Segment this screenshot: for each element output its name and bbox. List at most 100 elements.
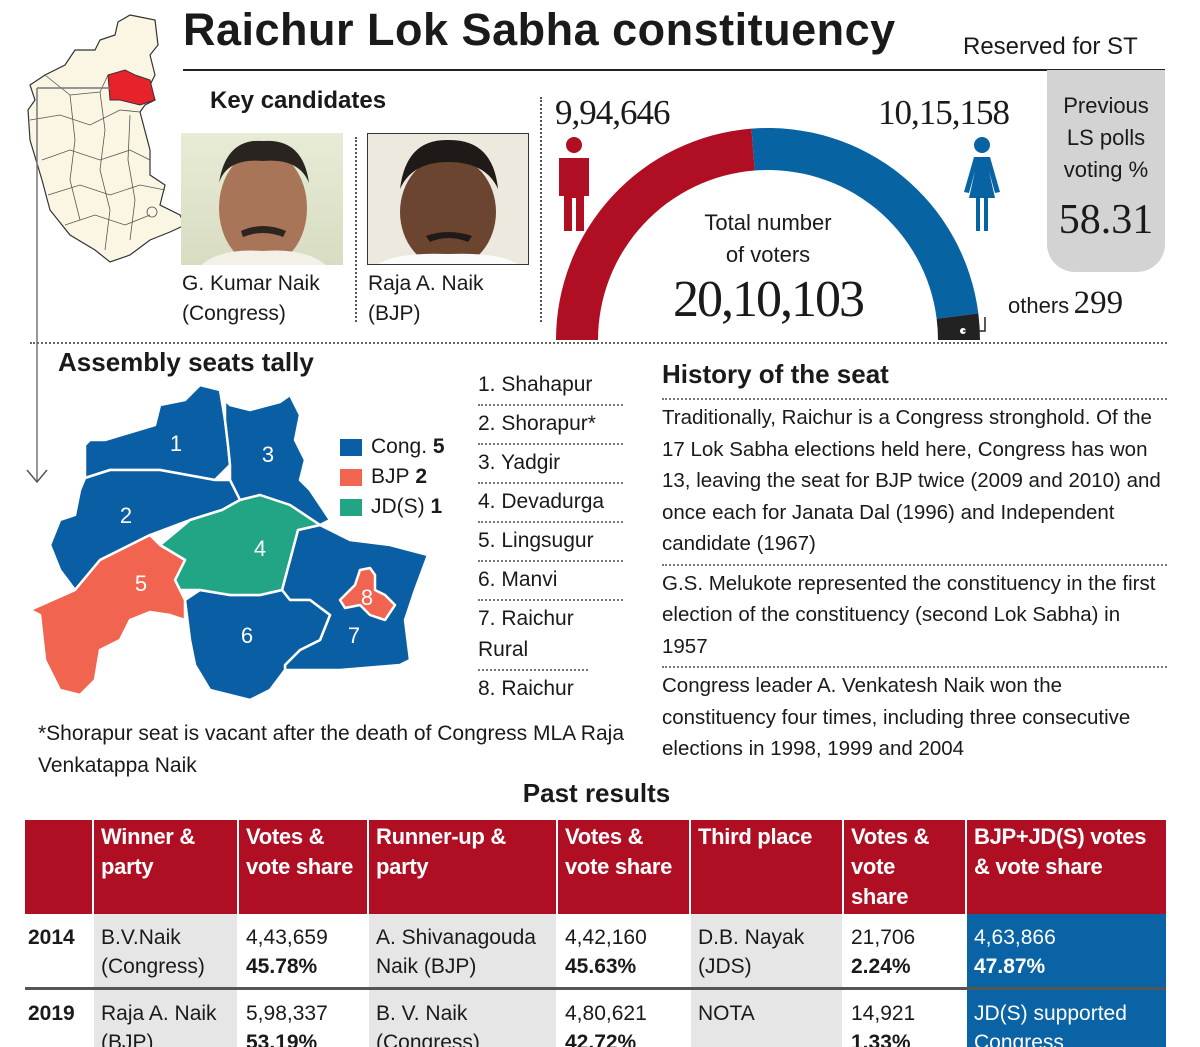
votes: 14,921	[851, 1002, 916, 1025]
seat-list-item: 2. Shorapur*	[478, 406, 623, 445]
footnote: *Shorapur seat is vacant after the death…	[38, 722, 625, 777]
history-heading: History of the seat	[662, 359, 889, 389]
column-header: Third place	[689, 820, 843, 914]
third-cell: D.B. Nayak (JDS)	[689, 914, 843, 990]
votes: 21,706	[851, 926, 916, 949]
runner-cell: B. V. Naik (Congress)	[367, 988, 557, 1047]
legend-swatch	[340, 438, 362, 456]
column-header: Winner & party	[92, 820, 238, 914]
legend-item-bjp: BJP 2	[340, 462, 445, 492]
history-text: Traditionally, Raichur is a Congress str…	[662, 398, 1167, 769]
winner-votes-cell: 5,98,337 53.19%	[237, 988, 368, 1047]
seat-list-item: 6. Manvi	[478, 562, 623, 601]
winner-cell: Raja A. Naik (BJP)	[92, 988, 238, 1047]
others-count: 299	[1073, 285, 1124, 321]
seat-list-item: 1. Shahapur	[478, 367, 623, 406]
assembly-legend: Cong. 5 BJP 2 JD(S) 1	[340, 432, 445, 522]
runner-cell: A. Shivanagouda Naik (BJP)	[367, 914, 557, 990]
runner-votes-cell: 4,42,160 45.63%	[556, 914, 690, 990]
title-divider	[183, 69, 1165, 71]
third-votes-cell: 21,706 2.24%	[842, 914, 966, 990]
total-voters-label-line2: of voters	[725, 242, 811, 267]
others-label: others	[1008, 293, 1070, 318]
vote-share: 45.78%	[246, 955, 318, 978]
legend-party: JD(S)	[371, 495, 425, 518]
vote-share: 1.33%	[851, 1031, 911, 1047]
table-row: 2014 B.V.Naik (Congress) 4,43,659 45.78% …	[25, 914, 1166, 990]
seat-list: 1. Shahapur 2. Shorapur* 3. Yadgir 4. De…	[478, 367, 623, 708]
seat-list-item: 3. Yadgir	[478, 445, 623, 484]
votes: 4,80,621	[565, 1002, 647, 1025]
runner-votes-cell: 4,80,621 42.72%	[556, 988, 690, 1047]
total-voters-label: Total number of voters	[668, 207, 868, 271]
history-paragraph: Traditionally, Raichur is a Congress str…	[662, 398, 1167, 564]
separator	[540, 97, 542, 322]
gauge-segment-others	[936, 313, 980, 340]
seat-region-5	[28, 533, 187, 697]
candidate-party: (Congress)	[182, 302, 286, 325]
seat-region-8	[338, 566, 397, 622]
others-leader-line	[960, 317, 986, 334]
seat-list-item: 7. Raichur Rural	[478, 601, 588, 671]
seat-region-6	[183, 588, 332, 702]
votes: 4,43,659	[246, 926, 328, 949]
table-header-row: Winner & party Votes & vote share Runner…	[25, 820, 1166, 914]
column-header: BJP+JD(S) votes & vote share	[965, 820, 1166, 914]
combined-note-cell: JD(S) supported Congress	[965, 988, 1166, 1047]
male-icon	[559, 137, 589, 231]
candidate-photo-bjp	[367, 133, 529, 265]
winner-votes-cell: 4,43,659 45.78%	[237, 914, 368, 990]
seat-list-item: 5. Lingsugur	[478, 523, 623, 562]
previous-polls-label: Previous LS polls voting %	[1063, 93, 1149, 182]
seat-label: 5	[135, 571, 147, 596]
page-title: Raichur Lok Sabha constituency	[183, 4, 896, 55]
seat-list-item: 4. Devadurga	[478, 484, 623, 523]
seat-label: 1	[170, 431, 182, 456]
vote-share: 47.87%	[974, 955, 1046, 978]
past-results-table: Winner & party Votes & vote share Runner…	[25, 820, 1166, 1047]
section-divider	[30, 342, 1167, 344]
total-voters-label-line1: Total number	[704, 210, 832, 235]
gauge-segment-female	[751, 128, 979, 319]
candidate-name: Raja A. Naik	[368, 272, 484, 295]
vote-share: 2.24%	[851, 955, 911, 978]
voters-gauge	[556, 128, 980, 340]
seat-region-4	[158, 493, 322, 597]
seat-label: 4	[254, 536, 266, 561]
winner-cell: B.V.Naik (Congress)	[92, 914, 238, 990]
assembly-map: 1 2 3 4 5 6 7 8	[28, 383, 430, 702]
gauge-segment-male	[556, 128, 755, 340]
candidate-photo-congress	[181, 133, 343, 265]
total-voters-count: 20,10,103	[673, 271, 865, 328]
karnataka-locator-map	[26, 14, 186, 484]
past-results-heading: Past results	[522, 778, 671, 808]
female-voters-count: 10,15,158	[878, 93, 1010, 132]
legend-swatch	[340, 468, 362, 486]
previous-polls-box: Previous LS polls voting % 58.31	[1047, 70, 1165, 272]
third-cell: NOTA	[689, 988, 843, 1047]
reserved-category: Reserved for ST	[963, 33, 1138, 60]
candidate-name: G. Kumar Naik	[182, 272, 320, 295]
legend-item-cong: Cong. 5	[340, 432, 445, 462]
female-icon	[964, 137, 1000, 231]
seat-label: 6	[241, 623, 253, 648]
vote-share: 45.63%	[565, 955, 637, 978]
separator	[355, 137, 357, 322]
male-voters-count: 9,94,646	[555, 93, 670, 132]
legend-count: 1	[430, 495, 443, 518]
column-header	[25, 820, 93, 914]
legend-swatch	[340, 498, 362, 516]
seat-list-item: 8. Raichur	[478, 677, 574, 700]
column-header: Votes & vote share	[556, 820, 690, 914]
key-candidates-heading: Key candidates	[210, 87, 387, 114]
seat-region-1	[83, 383, 232, 482]
seat-label: 3	[262, 442, 274, 467]
legend-count: 5	[432, 435, 445, 458]
legend-count: 2	[415, 465, 428, 488]
seat-label: 2	[120, 503, 132, 528]
candidate-party: (BJP)	[368, 302, 421, 325]
vote-share: 42.72%	[565, 1031, 637, 1047]
combined-votes-cell: 4,63,866 47.87%	[965, 914, 1166, 990]
third-votes-cell: 14,921 1.33%	[842, 988, 966, 1047]
